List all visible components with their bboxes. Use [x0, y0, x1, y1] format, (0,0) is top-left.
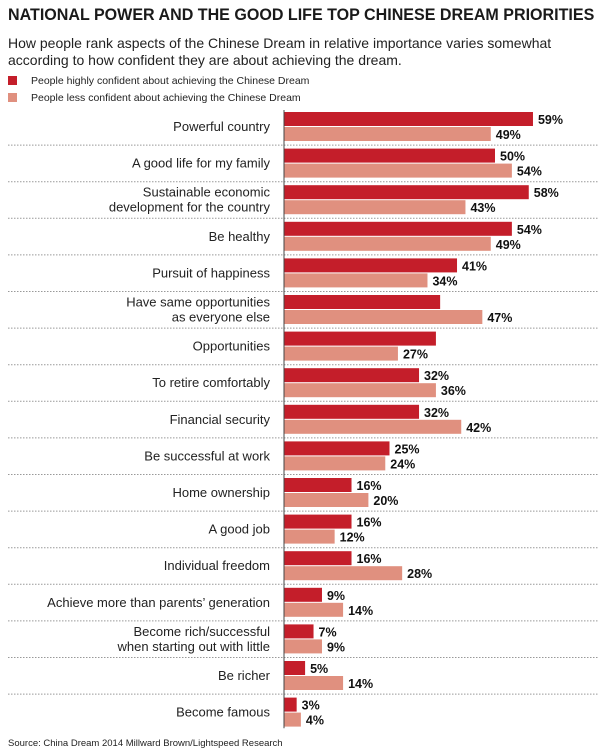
- data-label: 16%: [357, 552, 382, 566]
- bar: [284, 346, 398, 361]
- bar: [284, 529, 335, 544]
- legend-item-high: People highly confident about achieving …: [8, 75, 309, 87]
- category-label: Individual freedom: [164, 558, 270, 573]
- data-label: 27%: [403, 348, 428, 362]
- category-label: when starting out with little: [117, 639, 270, 654]
- bar: [284, 185, 529, 200]
- bar: [284, 295, 441, 309]
- data-label: 34%: [432, 274, 457, 288]
- bar: [284, 676, 344, 690]
- data-label: 7%: [319, 625, 337, 639]
- legend-swatch: [8, 76, 17, 85]
- bar: [284, 624, 314, 639]
- bar: [284, 148, 495, 163]
- bar: [284, 697, 297, 712]
- data-label: 47%: [487, 311, 512, 325]
- bar: [284, 587, 322, 602]
- data-label: 16%: [357, 479, 382, 493]
- data-label: 4%: [306, 714, 324, 728]
- bar: [284, 112, 533, 126]
- data-label: 58%: [534, 186, 559, 200]
- data-label: 49%: [496, 238, 521, 252]
- legend-label: People highly confident about achieving …: [31, 75, 310, 87]
- category-label: Become famous: [176, 705, 270, 720]
- data-label: 20%: [373, 494, 398, 508]
- data-label: 14%: [348, 604, 373, 618]
- bar: [284, 419, 462, 434]
- category-label: To retire comfortably: [152, 375, 270, 390]
- data-label: 59%: [538, 113, 563, 127]
- bar: [284, 639, 322, 654]
- category-label: Powerful country: [173, 119, 270, 134]
- category-label: as everyone else: [172, 310, 270, 325]
- data-label: 3%: [302, 699, 320, 713]
- category-label: A good life for my family: [132, 156, 270, 171]
- category-label: Sustainable economic: [143, 185, 271, 200]
- bar: [284, 383, 436, 398]
- bar: [284, 478, 352, 492]
- bar: [284, 258, 458, 273]
- data-label: 28%: [407, 567, 432, 581]
- bar: [284, 368, 420, 383]
- category-label: Pursuit of happiness: [152, 265, 270, 280]
- data-label: 50%: [500, 150, 525, 164]
- bar: [284, 551, 352, 566]
- category-label: Be successful at work: [144, 448, 270, 463]
- data-label: 14%: [348, 677, 373, 691]
- bar: [284, 273, 428, 288]
- data-label: 54%: [517, 223, 542, 237]
- category-label: Home ownership: [172, 485, 270, 500]
- bar: [284, 163, 512, 178]
- bar: [284, 514, 352, 529]
- bar: [284, 712, 301, 727]
- bar: [284, 127, 491, 141]
- data-label: 32%: [424, 406, 449, 420]
- bar: [284, 602, 344, 617]
- category-label: Be richer: [218, 668, 271, 683]
- category-label: Opportunities: [193, 339, 271, 354]
- legend-label: People less confident about achieving th…: [31, 92, 301, 104]
- data-label: 5%: [310, 662, 328, 676]
- data-label: 43%: [470, 201, 495, 215]
- category-label: Financial security: [170, 412, 271, 427]
- data-label: 32%: [424, 369, 449, 383]
- category-label: A good job: [209, 522, 270, 537]
- data-label: 41%: [462, 259, 487, 273]
- bar: [284, 331, 436, 346]
- data-label: 49%: [496, 128, 521, 142]
- data-label: 36%: [441, 384, 466, 398]
- category-label: Achieve more than parents’ generation: [47, 595, 270, 610]
- source-note: Source: China Dream 2014 Millward Brown/…: [8, 738, 283, 749]
- bar: [284, 221, 512, 236]
- chart-title: NATIONAL POWER AND THE GOOD LIFE TOP CHI…: [8, 6, 595, 24]
- legend-swatch: [8, 93, 17, 102]
- category-label: development for the country: [109, 200, 271, 215]
- bar: [284, 310, 483, 324]
- bar: [284, 566, 403, 581]
- category-label: Become rich/successful: [133, 624, 270, 639]
- chart-subtitle: How people rank aspects of the Chinese D…: [8, 35, 552, 68]
- data-label: 25%: [395, 442, 420, 456]
- data-label: 9%: [327, 640, 345, 654]
- bar: [284, 661, 306, 675]
- legend-item-low: People less confident about achieving th…: [8, 92, 301, 104]
- category-label: Be healthy: [209, 229, 271, 244]
- data-label: 42%: [466, 421, 491, 435]
- data-label: 16%: [357, 516, 382, 530]
- data-label: 54%: [517, 165, 542, 179]
- data-label: 12%: [340, 531, 365, 545]
- bar: [284, 404, 420, 419]
- data-label: 24%: [390, 457, 415, 471]
- data-label: 9%: [327, 589, 345, 603]
- bar: [284, 200, 466, 215]
- bar: [284, 236, 491, 251]
- bar: [284, 441, 390, 456]
- bar: [284, 456, 386, 471]
- bar: [284, 493, 369, 507]
- category-label: Have same opportunities: [126, 295, 270, 310]
